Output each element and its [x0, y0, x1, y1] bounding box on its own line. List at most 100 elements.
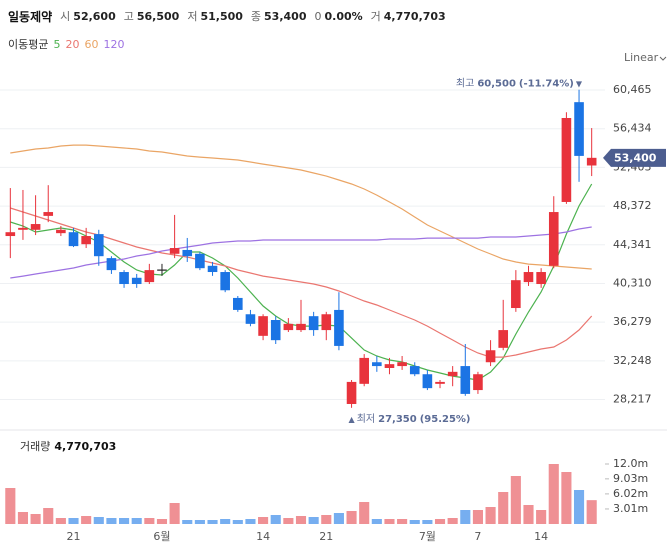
volume-bar — [548, 464, 559, 524]
header-label: 저 — [187, 10, 197, 23]
candle-body — [5, 232, 16, 237]
last-price-tag — [603, 148, 666, 167]
header-value: 0.00% — [324, 10, 362, 23]
candle-body — [270, 320, 281, 341]
candle-body — [574, 102, 584, 156]
volume-bar — [485, 507, 496, 524]
candle-body — [359, 357, 369, 384]
volume-bar — [119, 518, 130, 524]
header-value: 51,500 — [200, 10, 243, 23]
volume-bar — [81, 516, 92, 524]
volume-bar — [258, 517, 269, 524]
volume-tick-label: 12.0m — [613, 457, 648, 470]
candle-body — [56, 229, 66, 234]
volume-tick-label: 3.01m — [613, 502, 648, 515]
y-tick-label: 48,372 — [613, 199, 652, 212]
annotation-change: (95.25%) — [420, 414, 471, 425]
volume-tick-label: 6.02m — [613, 487, 648, 500]
annotation-label: 최고 — [456, 78, 474, 90]
candle-body — [372, 362, 382, 367]
volume-bar — [30, 514, 41, 524]
y-tick-label: 44,341 — [613, 238, 652, 251]
candle-body — [233, 297, 243, 310]
volume-bar — [384, 519, 395, 524]
candle-body — [182, 249, 193, 257]
legend-title: 이동평균 — [8, 38, 48, 51]
candle-body — [473, 374, 483, 391]
y-tick-label: 40,310 — [613, 276, 652, 289]
annotation: ▲ 최저 27,350 (95.25%) — [349, 413, 471, 425]
y-tick-label: 60,465 — [613, 83, 652, 96]
y-tick-label: 32,248 — [613, 354, 652, 367]
candle-body — [245, 314, 256, 324]
volume-bar — [169, 503, 180, 524]
last-price-label: 53,400 — [614, 151, 657, 164]
volume-bar — [510, 476, 521, 524]
candle-body — [523, 272, 534, 283]
volume-bar — [194, 520, 205, 524]
header-label: 고 — [124, 10, 134, 23]
volume-bar — [68, 518, 79, 524]
annotation: 최고 60,500 (-11.74%) ▼ — [456, 78, 583, 90]
volume-bar — [573, 490, 585, 524]
annotation-value: 60,500 — [477, 79, 516, 90]
candle-body — [447, 371, 458, 377]
candle-body — [169, 248, 180, 254]
volume-bar — [536, 510, 547, 524]
candle-body — [296, 323, 306, 331]
volume-bar — [346, 511, 357, 524]
volume-bar — [220, 519, 231, 524]
legend-entry: 60 — [84, 38, 98, 51]
volume-bar — [397, 519, 408, 524]
x-tick-label: 14 — [256, 530, 270, 543]
candle-body — [81, 236, 91, 245]
volume-bar — [523, 505, 534, 524]
volume-title-label: 거래량 — [20, 440, 50, 453]
candle-body — [195, 253, 205, 269]
candle-body — [106, 258, 117, 271]
y-tick-label: 56,434 — [613, 122, 652, 135]
candle-body — [536, 272, 546, 285]
annotation-value: 27,350 — [378, 414, 417, 425]
legend-entry: 20 — [65, 38, 79, 51]
candle-body — [30, 224, 41, 230]
x-tick-label: 21 — [319, 530, 333, 543]
candle-body — [561, 117, 572, 202]
candle-body — [308, 316, 319, 331]
header-value: 53,400 — [264, 10, 307, 23]
candle-body — [460, 366, 471, 394]
volume-bar — [561, 472, 572, 524]
legend-entry: 5 — [53, 38, 60, 51]
volume-bar — [498, 492, 509, 524]
scale-mode[interactable]: Linear — [624, 51, 659, 64]
volume-title: 거래량 4,770,703 — [20, 440, 116, 453]
stock-name: 일동제약 — [8, 9, 52, 24]
volume-bar — [43, 508, 54, 524]
candle-body — [144, 270, 155, 283]
header: 일동제약 시 52,600 고 56,500 저 51,500 종 53,400 0 0.00% 거 4… — [8, 9, 446, 24]
volume-bar — [472, 510, 483, 524]
volume-bar — [308, 517, 319, 524]
candle-body — [498, 330, 509, 348]
scale-caret[interactable] — [659, 56, 667, 61]
candle-body — [334, 309, 344, 346]
legend-entry: 120 — [103, 38, 124, 51]
legend: 이동평균 5 20 60 120 — [8, 38, 124, 51]
x-tick-label: 21 — [67, 530, 81, 543]
volume-bar — [434, 519, 446, 524]
volume-bar — [447, 518, 458, 524]
candle-body — [548, 212, 559, 266]
volume-bar — [586, 500, 597, 524]
candle-body — [422, 374, 433, 389]
header-value: 4,770,703 — [384, 10, 446, 23]
volume-bar — [283, 518, 294, 524]
volume-bar — [359, 502, 370, 524]
candle-body — [119, 272, 129, 285]
header-label: 거 — [371, 10, 381, 23]
x-tick-label: 6월 — [153, 530, 170, 543]
candle-body — [131, 277, 142, 285]
volume-bar — [409, 520, 420, 524]
volume-bar — [422, 520, 433, 524]
volume-bar — [156, 519, 168, 524]
header-label: 0 — [314, 10, 321, 23]
